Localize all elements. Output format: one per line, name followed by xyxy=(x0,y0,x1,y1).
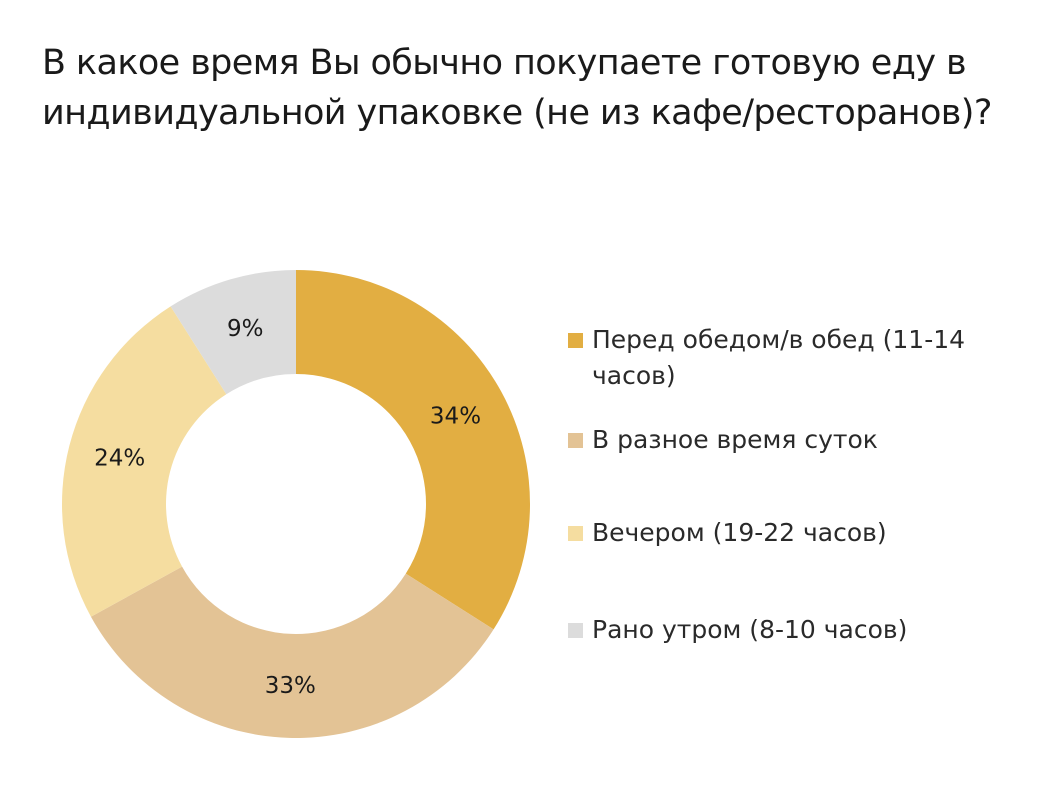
slice-value-label: 34% xyxy=(430,403,481,429)
legend-swatch xyxy=(568,526,583,541)
legend-item: Перед обедом/в обед (11-14 часов) xyxy=(568,322,1032,394)
legend-item: В разное время суток xyxy=(568,422,1032,458)
slice-value-label: 9% xyxy=(227,316,264,342)
legend-swatch xyxy=(568,623,583,638)
legend-label: Перед обедом/в обед (11-14 часов) xyxy=(592,325,966,390)
legend-label: Вечером (19-22 часов) xyxy=(592,518,887,547)
chart-title: В какое время Вы обычно покупаете готову… xyxy=(42,43,992,133)
slice-value-label: 24% xyxy=(94,446,145,472)
donut-slice xyxy=(90,566,494,738)
slice-value-label: 33% xyxy=(265,673,316,699)
donut-slice xyxy=(296,270,531,630)
legend-swatch xyxy=(568,333,583,348)
donut-slice xyxy=(62,306,227,617)
legend-swatch xyxy=(568,433,583,448)
legend-label: В разное время суток xyxy=(592,425,878,454)
legend-item: Рано утром (8-10 часов) xyxy=(568,612,1032,648)
donut-slice xyxy=(170,270,296,395)
legend-label: Рано утром (8-10 часов) xyxy=(592,615,908,644)
legend-item: Вечером (19-22 часов) xyxy=(568,515,1032,551)
